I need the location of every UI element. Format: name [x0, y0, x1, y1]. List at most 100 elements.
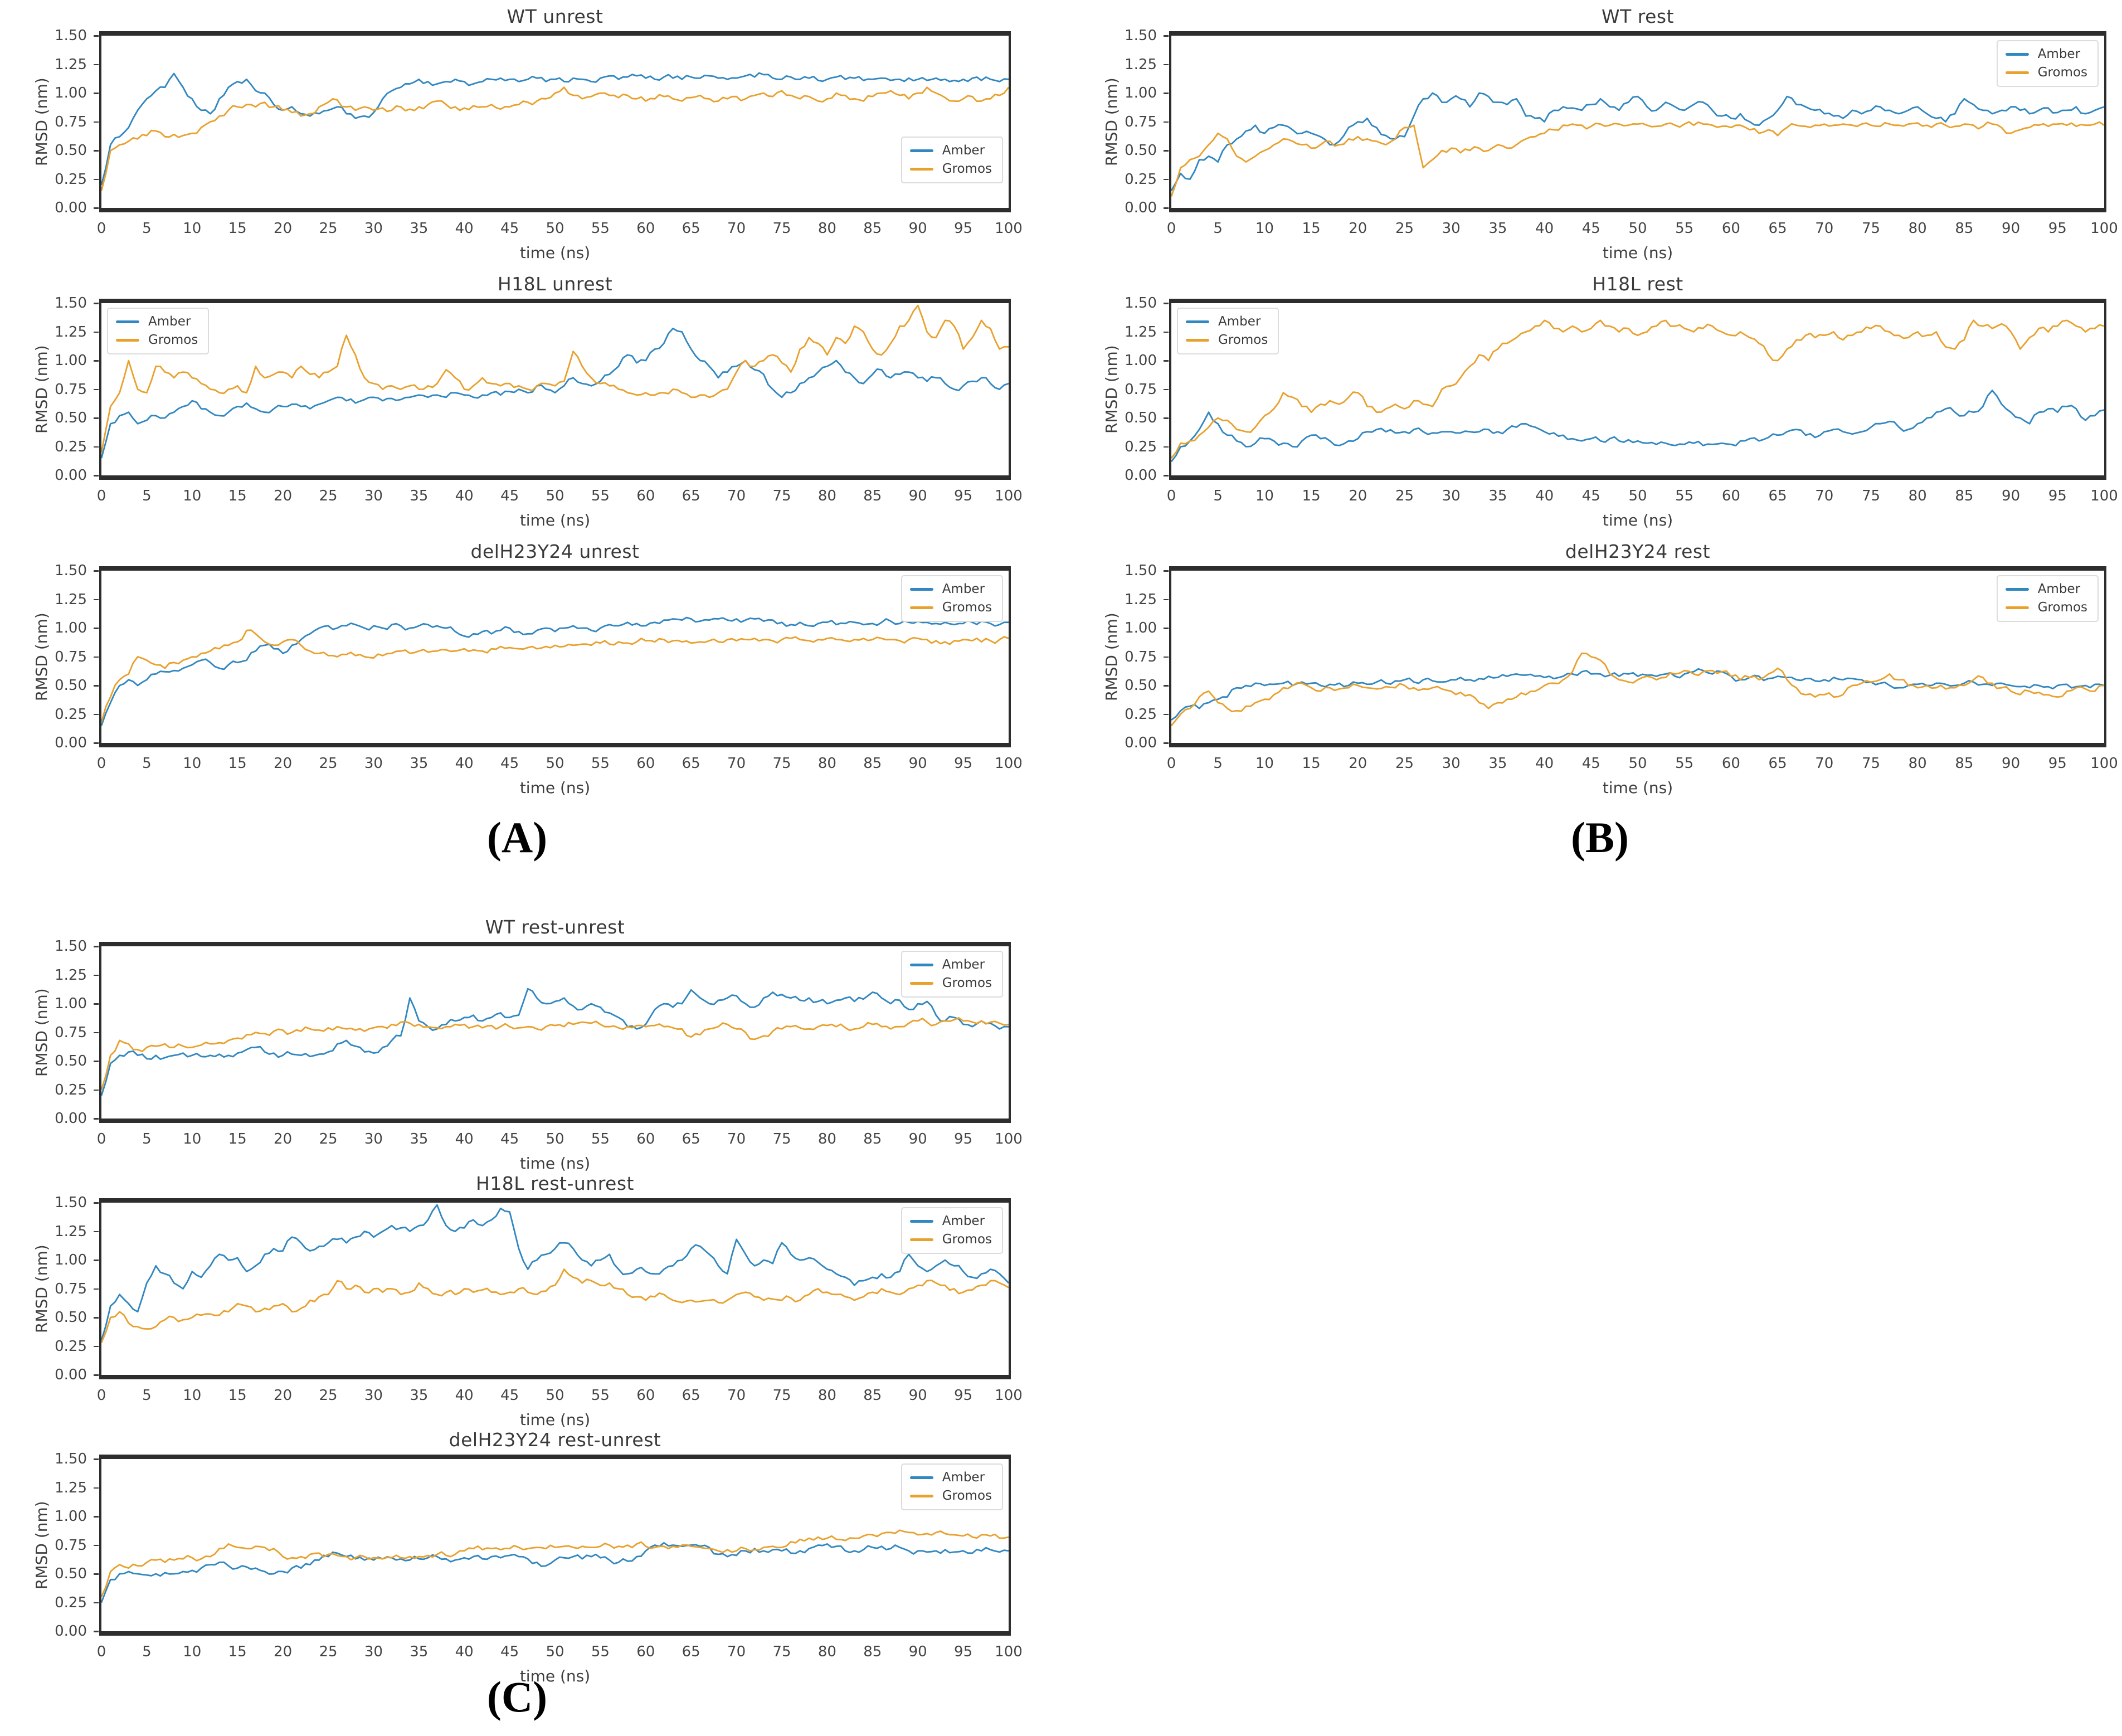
- y-tick-label: 0.00: [55, 200, 87, 216]
- x-tick-label: 40: [455, 1387, 474, 1404]
- x-tick-label: 25: [319, 1643, 338, 1660]
- x-tick-label: 70: [727, 488, 746, 504]
- legend-line-swatch: [116, 320, 139, 323]
- x-tick-label: 75: [772, 220, 791, 237]
- y-tick-label: 0.00: [55, 467, 87, 484]
- legend-line-swatch: [909, 606, 933, 609]
- y-tick-label: 1.50: [55, 938, 87, 955]
- plot-area: [99, 1198, 1011, 1379]
- y-tick-label: 0.75: [55, 381, 87, 398]
- x-tick-label: 5: [1213, 755, 1223, 772]
- x-tick-label: 65: [1768, 755, 1787, 772]
- legend-line-swatch: [2005, 53, 2029, 56]
- x-tick-label: 50: [1628, 488, 1647, 504]
- y-tick-label: 1.50: [55, 562, 87, 579]
- legend-line-swatch: [116, 339, 139, 342]
- x-tick-label: 20: [274, 220, 293, 237]
- x-tick-label: 0: [1166, 220, 1176, 237]
- x-tick-label: 75: [772, 1131, 791, 1147]
- x-tick-label: 0: [1166, 755, 1176, 772]
- legend-label: Amber: [942, 1214, 985, 1228]
- x-tick-label: 50: [546, 1387, 564, 1404]
- y-tick-mark: [1164, 446, 1169, 448]
- series-line-gromos: [1171, 121, 2104, 197]
- x-tick-label: 30: [1442, 488, 1461, 504]
- x-axis-label: time (ns): [519, 244, 591, 262]
- series-line-amber: [101, 616, 1009, 726]
- x-tick-label: 55: [1675, 755, 1694, 772]
- x-tick-label: 0: [1166, 488, 1176, 504]
- x-tick-label: 60: [636, 755, 655, 772]
- legend-entry-amber: Amber: [1186, 315, 1268, 328]
- x-axis-label: time (ns): [519, 1667, 591, 1685]
- series-lines: [101, 1204, 1009, 1343]
- series-line-gromos: [1171, 319, 2104, 459]
- x-tick-label: 95: [954, 1387, 973, 1404]
- series-line-amber: [1171, 390, 2104, 463]
- plot-area: [99, 566, 1011, 747]
- y-tick-label: 0.50: [1125, 677, 1157, 694]
- y-tick-mark: [1164, 303, 1169, 304]
- y-tick-label: 1.50: [55, 27, 87, 44]
- x-tick-label: 45: [1581, 488, 1600, 504]
- x-tick-label: 30: [364, 1643, 383, 1660]
- y-tick-label: 0.50: [55, 1309, 87, 1326]
- x-tick-label: 95: [2048, 488, 2067, 504]
- y-tick-label: 0.25: [55, 438, 87, 455]
- x-tick-label: 10: [183, 488, 202, 504]
- plot-area: [1169, 299, 2106, 480]
- x-tick-label: 30: [364, 755, 383, 772]
- x-tick-label: 75: [772, 755, 791, 772]
- y-tick-label: 1.25: [55, 56, 87, 73]
- x-tick-label: 90: [908, 488, 927, 504]
- y-tick-mark: [94, 1458, 99, 1460]
- x-tick-label: 5: [142, 755, 152, 772]
- x-tick-label: 85: [863, 1387, 882, 1404]
- x-tick-label: 15: [228, 488, 247, 504]
- y-tick-mark: [1164, 93, 1169, 94]
- y-tick-mark: [94, 64, 99, 65]
- x-tick-label: 100: [995, 220, 1023, 237]
- legend-entry-amber: Amber: [116, 315, 198, 328]
- plot-area: [1169, 566, 2106, 747]
- y-tick-mark: [94, 303, 99, 304]
- x-tick-label: 65: [682, 755, 700, 772]
- legend-label: Amber: [942, 143, 985, 158]
- y-tick-mark: [1164, 121, 1169, 123]
- y-tick-label: 0.00: [55, 1110, 87, 1127]
- y-tick-label: 1.25: [55, 966, 87, 984]
- y-tick-label: 0.75: [55, 1536, 87, 1554]
- y-tick-label: 0.00: [1125, 200, 1157, 216]
- chart-title: WT unrest: [507, 6, 603, 27]
- x-tick-label: 5: [142, 1131, 152, 1147]
- x-tick-label: 40: [1535, 755, 1554, 772]
- legend-line-swatch: [1186, 320, 1209, 323]
- x-tick-label: 85: [863, 755, 882, 772]
- legend: Amber Gromos: [1177, 308, 1279, 354]
- x-tick-label: 35: [410, 1387, 429, 1404]
- y-tick-mark: [1164, 685, 1169, 687]
- legend-line-swatch: [909, 1495, 933, 1497]
- y-tick-label: 1.50: [1125, 562, 1157, 579]
- y-tick-label: 0.75: [1125, 648, 1157, 665]
- x-tick-label: 45: [500, 220, 519, 237]
- y-tick-label: 1.00: [55, 995, 87, 1012]
- x-tick-label: 50: [546, 488, 564, 504]
- y-tick-label: 0.75: [1125, 381, 1157, 398]
- x-tick-label: 85: [1955, 220, 1974, 237]
- x-tick-label: 30: [364, 220, 383, 237]
- y-tick-label: 1.25: [55, 1223, 87, 1240]
- y-axis-label: RMSD (nm): [1102, 345, 1121, 434]
- x-tick-label: 35: [410, 1131, 429, 1147]
- x-tick-label: 0: [96, 1131, 106, 1147]
- x-tick-label: 65: [682, 220, 700, 237]
- x-tick-label: 30: [364, 1131, 383, 1147]
- x-tick-label: 85: [863, 488, 882, 504]
- x-tick-label: 20: [1349, 488, 1367, 504]
- x-axis-label: time (ns): [519, 511, 591, 529]
- x-tick-label: 10: [183, 755, 202, 772]
- x-tick-label: 60: [636, 488, 655, 504]
- panel-label-b: (B): [1571, 813, 1629, 862]
- x-tick-label: 45: [500, 1643, 519, 1660]
- x-tick-label: 70: [727, 1131, 746, 1147]
